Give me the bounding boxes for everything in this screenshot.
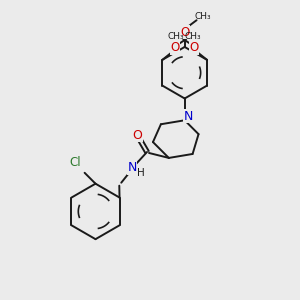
Text: CH₃: CH₃ — [194, 12, 211, 21]
Text: O: O — [190, 41, 199, 55]
Text: N: N — [128, 161, 137, 174]
Text: N: N — [184, 110, 193, 123]
Text: O: O — [180, 26, 189, 39]
Text: CH₃: CH₃ — [185, 32, 201, 40]
Text: H: H — [137, 168, 145, 178]
Text: O: O — [171, 41, 180, 55]
Text: CH₃: CH₃ — [168, 32, 184, 40]
Text: Cl: Cl — [69, 156, 80, 170]
Text: O: O — [132, 129, 142, 142]
